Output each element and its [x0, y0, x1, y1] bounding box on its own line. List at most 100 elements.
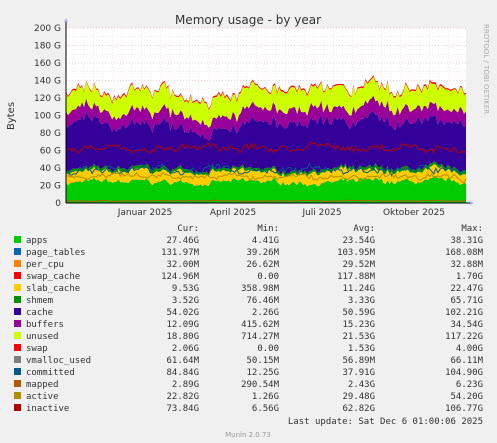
legend-name-swap_cache: swap_cache	[26, 272, 80, 282]
legend-value-cur: 131.97M	[161, 248, 200, 258]
legend-name-swap: swap	[26, 344, 48, 354]
legend-value-min: 415.62M	[241, 320, 280, 330]
legend-value-min: 290.54M	[241, 380, 280, 390]
legend-value-min: 358.98M	[241, 284, 280, 294]
y-tick-label: 180 G	[34, 42, 61, 52]
legend-name-unused: unused	[26, 332, 59, 342]
legend-value-max: 22.47G	[450, 284, 483, 294]
legend-name-shmem: shmem	[26, 296, 53, 306]
x-tick-label: Oktober 2025	[383, 208, 445, 218]
y-tick-label: 20 G	[40, 182, 61, 192]
line-mapped	[66, 199, 466, 203]
rrdtool-side-label: RRDTOOL / TOBI OETIKER	[482, 24, 490, 114]
y-tick-labels: 0 20 G 40 G 60 G 80 G 100 G 120 G 140 G 160 G 180…	[34, 24, 61, 209]
legend-name-cache: cache	[26, 308, 53, 318]
legend-swatch-vmalloc_used	[14, 356, 21, 363]
legend-column-header: Avg:	[353, 224, 375, 234]
legend-value-cur: 73.84G	[166, 404, 199, 414]
area-shmem	[66, 161, 466, 178]
legend-value-min: 50.15M	[246, 356, 279, 366]
legend-value-avg: 50.59G	[342, 308, 375, 318]
legend-value-cur: 2.06G	[172, 344, 199, 354]
legend-value-max: 106.77G	[445, 404, 483, 414]
legend-swatch-active	[14, 392, 21, 399]
legend-value-cur: 2.89G	[172, 380, 199, 390]
y-tick-label: 160 G	[34, 59, 61, 69]
y-tick-label: 140 G	[34, 77, 61, 87]
last-update: Last update: Sat Dec 6 01:00:06 2025	[288, 417, 483, 427]
legend-name-buffers: buffers	[26, 320, 64, 330]
legend-value-min: 12.25G	[246, 368, 279, 378]
y-axis-arrow	[64, 18, 68, 22]
legend-swatch-apps	[14, 236, 21, 243]
legend-value-max: 102.21G	[445, 308, 483, 318]
legend-column-header: Max:	[461, 224, 483, 234]
legend-value-max: 117.22G	[445, 332, 483, 342]
legend-value-avg: 29.48G	[342, 392, 375, 402]
legend-name-inactive: inactive	[26, 404, 69, 414]
legend-value-avg: 56.89M	[342, 356, 375, 366]
legend-value-min: 26.62M	[246, 260, 279, 270]
y-tick-label: 60 G	[40, 147, 61, 157]
legend-value-min: 4.41G	[252, 236, 279, 246]
legend-value-min: 2.26G	[252, 308, 279, 318]
legend-value-max: 54.20G	[450, 392, 483, 402]
legend-value-avg: 62.82G	[342, 404, 375, 414]
legend-value-max: 65.71G	[450, 296, 483, 306]
legend-value-min: 0.00	[257, 272, 279, 282]
legend-value-cur: 27.46G	[166, 236, 199, 246]
legend-value-min: 39.26M	[246, 248, 279, 258]
x-axis-arrow	[470, 201, 474, 205]
legend: Cur: Min: Avg: Max: apps 27.46G 4.41G 23.54G 38.…	[14, 224, 484, 414]
legend-swatch-shmem	[14, 296, 21, 303]
legend-value-avg: 2.43G	[348, 380, 375, 390]
legend-value-cur: 9.53G	[172, 284, 199, 294]
legend-name-committed: committed	[26, 368, 75, 378]
munin-version: Munin 2.0.73	[225, 431, 271, 439]
legend-value-cur: 84.84G	[166, 368, 199, 378]
area-buffers	[66, 95, 466, 141]
legend-value-avg: 3.33G	[348, 296, 375, 306]
legend-value-cur: 18.80G	[166, 332, 199, 342]
legend-value-cur: 22.82G	[166, 392, 199, 402]
legend-value-cur: 32.00M	[166, 260, 199, 270]
legend-value-avg: 29.52M	[342, 260, 375, 270]
y-tick-label: 0	[55, 199, 61, 209]
line-inactive	[65, 141, 467, 155]
legend-value-max: 38.31G	[450, 236, 483, 246]
legend-value-cur: 12.09G	[166, 320, 199, 330]
legend-value-avg: 117.88M	[337, 272, 376, 282]
legend-value-max: 168.08M	[445, 248, 484, 258]
area-unused	[66, 76, 466, 128]
legend-value-min: 76.46M	[246, 296, 279, 306]
legend-value-cur: 124.96M	[161, 272, 200, 282]
legend-swatch-inactive	[14, 404, 21, 411]
y-tick-label: 120 G	[34, 94, 61, 104]
x-tick-labels: Januar 2025 April 2025 Juli 2025 Oktober 20…	[117, 208, 445, 218]
legend-value-avg: 23.54G	[342, 236, 375, 246]
legend-name-vmalloc_used: vmalloc_used	[26, 356, 91, 366]
line-committed	[65, 162, 467, 177]
legend-swatch-committed	[14, 368, 21, 375]
legend-swatch-page_tables	[14, 248, 21, 255]
legend-value-min: 714.27M	[241, 332, 280, 342]
legend-value-avg: 15.23G	[342, 320, 375, 330]
legend-value-min: 6.56G	[252, 404, 279, 414]
legend-value-max: 104.90G	[445, 368, 483, 378]
legend-value-avg: 37.91G	[342, 368, 375, 378]
legend-value-avg: 11.24G	[342, 284, 375, 294]
legend-name-slab_cache: slab_cache	[26, 284, 80, 294]
legend-value-cur: 3.52G	[172, 296, 199, 306]
legend-value-max: 34.54G	[450, 320, 483, 330]
legend-column-header: Cur:	[177, 224, 199, 234]
line-active	[65, 171, 467, 184]
legend-name-page_tables: page_tables	[26, 248, 86, 258]
legend-swatch-cache	[14, 308, 21, 315]
legend-swatch-unused	[14, 332, 21, 339]
legend-value-cur: 54.02G	[166, 308, 199, 318]
y-axis-label: Bytes	[6, 102, 17, 130]
legend-value-avg: 103.95M	[337, 248, 376, 258]
legend-name-apps: apps	[26, 236, 48, 246]
legend-value-avg: 1.53G	[348, 344, 375, 354]
